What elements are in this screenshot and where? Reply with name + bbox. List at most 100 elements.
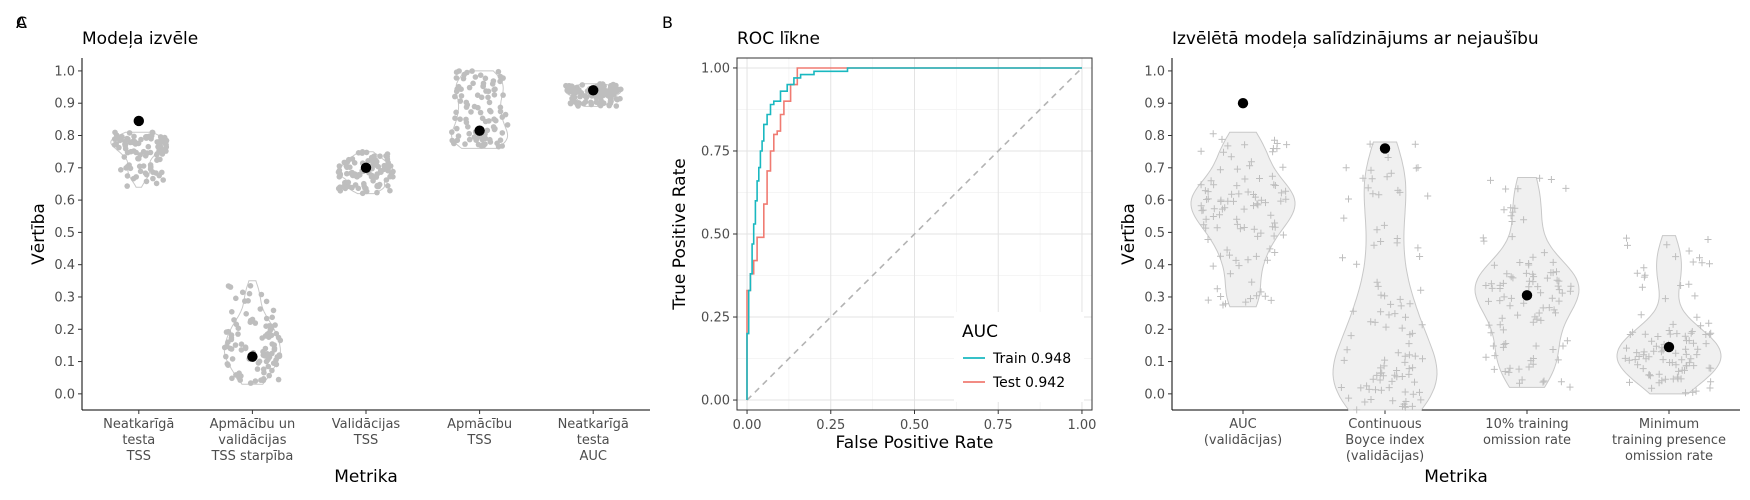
panel-a-point	[456, 68, 462, 74]
panel-c-y-axis-title: Vērtība	[1119, 203, 1139, 265]
panel-c-point	[1393, 235, 1401, 242]
panel-c-point	[1380, 221, 1388, 229]
panel-a-point	[153, 152, 160, 158]
panel-a-point	[489, 81, 496, 87]
panel-a-point	[492, 125, 498, 132]
panel-c-point	[1282, 195, 1290, 203]
panel-c-y-tick-label: 0.0	[1144, 387, 1165, 402]
panel-c-point	[1532, 342, 1540, 350]
panel-a-point	[277, 337, 284, 344]
panel-a-point	[260, 348, 266, 355]
panel-a-point	[374, 171, 381, 177]
panel-a-point	[143, 171, 150, 178]
panel-c-point	[1246, 162, 1254, 170]
panel-c-point	[1507, 212, 1515, 220]
panel-c-point	[1364, 184, 1372, 192]
panel-a-point	[363, 149, 370, 156]
panel-c-point	[1261, 292, 1269, 300]
panel-a-point	[263, 298, 270, 305]
panel-a-point	[252, 378, 259, 384]
panel-c-point	[1672, 361, 1680, 369]
panel-c-y-tick-label: 0.1	[1144, 355, 1165, 370]
panel-a-point	[466, 84, 473, 91]
panel-c-point	[1691, 292, 1699, 300]
panel-a-point	[563, 82, 569, 89]
panel-b-y-tick-label: 0.00	[701, 394, 730, 409]
panel-c-point	[1391, 310, 1399, 318]
panel-a-point	[223, 329, 230, 335]
panel-c-point	[1697, 322, 1705, 330]
panel-c-y-tick-label: 0.5	[1144, 226, 1165, 241]
panel-a-point	[374, 182, 381, 189]
panel-a-point	[272, 322, 278, 328]
panel-a-point	[465, 124, 471, 130]
panel-a-point	[457, 116, 463, 122]
panel-a-point	[224, 361, 231, 367]
panel-a-point	[487, 139, 494, 145]
panel-c-y-tick-label: 0.3	[1144, 290, 1165, 305]
panel-a-point	[247, 380, 254, 386]
panel-c-point	[1279, 163, 1287, 171]
panel-a-point	[124, 173, 131, 179]
panel-c-y-tick-label: 0.9	[1144, 97, 1165, 112]
panel-c-point	[1661, 295, 1669, 303]
panel-c-point	[1253, 200, 1261, 208]
panel-c-point	[1678, 366, 1686, 374]
panel-c-point	[1536, 174, 1544, 182]
panel-c-point	[1267, 296, 1275, 304]
panel-c-point	[1271, 136, 1278, 144]
panel-b-x-axis-title: False Positive Rate	[836, 433, 994, 453]
panel-a-point	[156, 172, 162, 179]
panel-c-point	[1646, 372, 1654, 380]
panel-b-x-tick-label: 0.75	[984, 418, 1013, 433]
panel-c-point	[1485, 297, 1492, 305]
panel-c-y-tick-label: 0.7	[1144, 161, 1165, 176]
panel-a-point	[365, 158, 371, 164]
panel-a-point	[145, 143, 152, 150]
panel-a-point	[569, 95, 575, 102]
panel-c-point	[1706, 384, 1714, 392]
panel-c-point	[1247, 158, 1255, 166]
panel-c-point	[1675, 367, 1683, 375]
panel-c-point	[1502, 340, 1510, 347]
panel-a-point	[499, 130, 506, 136]
panel-c-point	[1385, 311, 1393, 319]
panel-c-point	[1269, 223, 1277, 231]
panel-c-point	[1635, 353, 1643, 360]
panel-c-point	[1377, 291, 1385, 299]
panel-c-point	[1201, 187, 1209, 195]
panel-c-point	[1342, 164, 1350, 172]
panel-c-point	[1509, 208, 1517, 216]
panel-c-point	[1549, 258, 1557, 266]
panel-a-selected-point	[588, 85, 599, 96]
panel-c-point	[1218, 135, 1226, 143]
panel-c-point	[1527, 357, 1535, 365]
panel-c-point	[1506, 302, 1514, 310]
panel-c-point	[1230, 197, 1237, 205]
panel-c-point	[1382, 323, 1390, 331]
panel-c-point	[1688, 328, 1696, 335]
panel-a-point	[607, 84, 614, 91]
panel-a-y-tick-label: 0.3	[54, 290, 75, 305]
panel-c-point	[1487, 176, 1494, 184]
panel-c-point	[1496, 285, 1504, 292]
panel-c-point	[1530, 273, 1538, 281]
panel-c-point	[1240, 224, 1248, 231]
panel-c-point	[1666, 330, 1674, 338]
panel-c-point	[1383, 173, 1391, 181]
panel-c-point	[1370, 241, 1378, 249]
panel-a-label: A	[16, 13, 27, 32]
panel-c-point	[1387, 300, 1395, 308]
panel-c-point	[1340, 214, 1348, 222]
panel-c-point	[1257, 196, 1265, 204]
panel-a-point	[461, 71, 468, 78]
panel-a-point	[231, 317, 237, 323]
panel-c-point	[1549, 269, 1557, 277]
panel-a-point	[486, 99, 493, 106]
panel-c-label: C	[16, 13, 27, 32]
panel-a-point	[613, 96, 620, 102]
panel-c-point	[1641, 330, 1649, 338]
panel-a-point	[242, 298, 248, 304]
panel-a-point	[359, 190, 366, 197]
